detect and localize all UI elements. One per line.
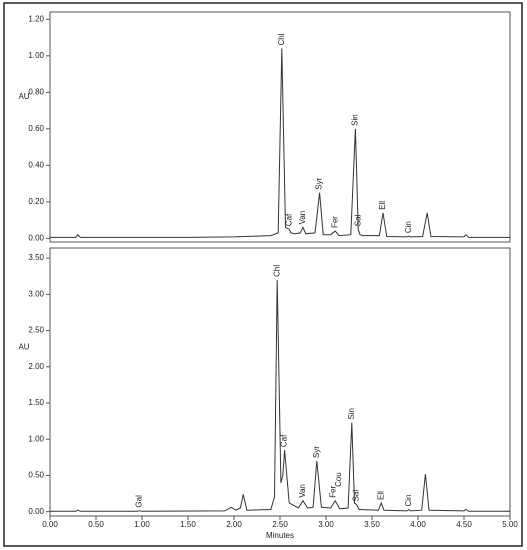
peak-label: Sal [353,214,362,226]
y-tick-label: 1.50 [28,398,44,407]
y-tick-label: 1.00 [28,51,44,60]
peak-label: Cou [334,472,343,487]
x-tick-label: 4.00 [410,520,426,529]
x-tick-label: 1.50 [180,520,196,529]
y-tick-label: 3.50 [28,253,44,262]
x-axis-label: Minutes [266,531,294,540]
y-tick-label: 0.00 [28,507,44,516]
y-tick-label: 2.50 [28,326,44,335]
x-tick-label: 3.50 [364,520,380,529]
x-tick-label: 1.00 [134,520,150,529]
x-tick-label: 0.00 [42,520,58,529]
trace-line [50,279,510,512]
x-tick-label: 2.00 [226,520,242,529]
x-tick-label: 0.50 [88,520,104,529]
plot-frame [49,11,511,243]
peak-label: Chl [272,265,281,277]
peak-label: Fer [328,485,337,497]
y-tick-label: 2.00 [28,362,44,371]
y-tick-label: 1.00 [28,434,44,443]
peak-label: Van [298,484,307,498]
peak-label: Syr [312,446,321,458]
y-tick-label: 0.60 [28,124,44,133]
y-tick-label: 3.00 [28,289,44,298]
y-tick-label: 0.50 [28,471,44,480]
peak-label: Cin [404,221,413,233]
peak-label: Cin [404,494,413,506]
trace-line [50,48,510,238]
y-axis-label: AU [18,92,29,101]
peak-label: Gal [134,495,143,508]
peak-label: Caf [284,213,293,226]
peak-label: Caf [280,434,289,447]
x-tick-label: 4.50 [456,520,472,529]
x-tick-label: 2.50 [272,520,288,529]
y-tick-label: 0.40 [28,160,44,169]
peak-label: Sal [351,490,360,502]
x-tick-label: 3.00 [318,520,334,529]
y-tick-label: 1.20 [28,14,44,23]
peak-label: Fer [330,216,339,228]
peak-label: Chl [277,33,286,45]
peak-label: Van [298,211,307,225]
x-tick-label: 5.00 [502,520,518,529]
y-axis-label: AU [18,342,29,351]
peak-label: Sin [351,114,360,126]
peak-label: Sin [347,408,356,420]
peak-label: Syr [315,177,324,189]
y-tick-label: 0.80 [28,87,44,96]
figure-border [3,2,523,547]
peak-label: Ell [376,491,385,500]
peak-label: Ell [378,201,387,210]
y-tick-label: 0.00 [28,233,44,242]
y-tick-label: 0.20 [28,197,44,206]
